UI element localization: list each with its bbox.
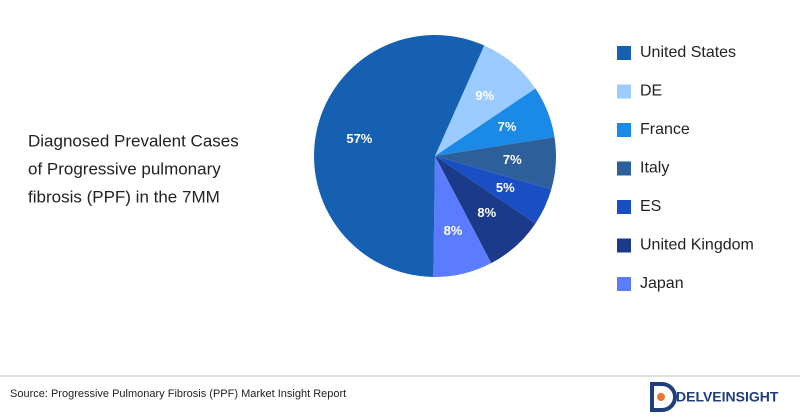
legend-swatch — [617, 123, 631, 137]
pie-slice — [435, 156, 536, 264]
pie-slice — [435, 45, 536, 156]
legend-label: DE — [640, 83, 662, 100]
pie-slice — [314, 34, 485, 277]
data-label: 8% — [444, 223, 463, 238]
pie-slice — [433, 156, 492, 277]
legend-label: ES — [640, 198, 661, 215]
pie-slice — [435, 156, 552, 224]
chart-title: Diagnosed Prevalent Cases — [28, 131, 239, 150]
data-label: 7% — [498, 119, 517, 134]
legend-swatch — [617, 200, 631, 214]
chart-title: of Progressive pulmonary — [28, 159, 221, 178]
chart-title: fibrosis (PPF) in the 7MM — [28, 187, 220, 206]
legend-label: United States — [640, 44, 736, 61]
data-label: 57% — [346, 131, 372, 146]
legend-swatch — [617, 238, 631, 253]
source: Source: Progressive Pulmonary Fibrosis (… — [10, 388, 346, 400]
pie-slice — [435, 137, 556, 190]
legend-swatch — [617, 84, 631, 99]
legend-label: United Kingdom — [640, 237, 754, 254]
legend-swatch — [617, 46, 631, 60]
data-label: 8% — [477, 205, 496, 220]
legend-label: Japan — [640, 275, 684, 292]
legend-label: France — [640, 121, 690, 138]
data-label: 7% — [503, 152, 522, 167]
legend-swatch — [617, 277, 631, 291]
data-label: 5% — [496, 180, 515, 195]
pie-slice — [435, 88, 555, 156]
legend-swatch — [617, 161, 631, 176]
legend-label: Italy — [640, 160, 669, 177]
data-label: 9% — [475, 88, 494, 103]
logo-icon — [650, 382, 677, 412]
logo: DELVEINSIGHT — [676, 389, 779, 405]
